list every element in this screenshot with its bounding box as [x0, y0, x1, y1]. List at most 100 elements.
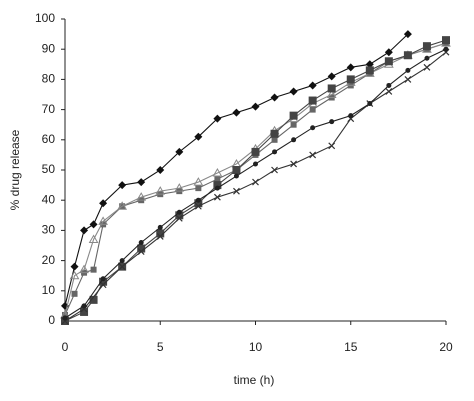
marker [326, 89, 337, 98]
marker [156, 166, 165, 174]
marker [98, 216, 108, 225]
marker [271, 166, 278, 174]
marker [117, 201, 128, 210]
marker [194, 202, 202, 210]
marker [175, 147, 184, 156]
y-tick-label: 60 [42, 132, 56, 146]
marker [403, 30, 412, 39]
marker [137, 178, 146, 187]
x-tick-label: 15 [344, 340, 358, 354]
marker [270, 93, 279, 102]
marker [214, 185, 220, 191]
marker [70, 262, 79, 271]
marker [308, 96, 317, 105]
marker [213, 114, 222, 123]
marker [89, 220, 98, 229]
y-tick-label: 40 [42, 192, 56, 206]
marker [270, 129, 279, 138]
marker [175, 211, 184, 220]
marker [80, 226, 89, 235]
marker [424, 55, 430, 61]
marker [212, 168, 223, 177]
marker [443, 46, 449, 52]
marker [404, 75, 412, 83]
marker [71, 290, 78, 297]
series-line [64, 42, 447, 316]
marker [193, 177, 204, 186]
marker [385, 88, 393, 95]
marker [365, 66, 374, 75]
marker [329, 119, 335, 125]
marker [309, 106, 316, 113]
marker [233, 187, 240, 195]
marker [251, 147, 260, 156]
marker [253, 161, 258, 167]
marker [367, 101, 373, 107]
marker [405, 67, 411, 73]
marker [272, 149, 278, 155]
marker [175, 214, 183, 222]
marker [213, 193, 221, 201]
marker [291, 137, 297, 143]
marker [155, 186, 166, 195]
x-axis-title: time (h) [234, 373, 275, 387]
marker [99, 277, 108, 286]
marker [386, 82, 392, 88]
marker [176, 209, 182, 215]
marker [99, 281, 107, 289]
marker [327, 84, 336, 93]
marker [156, 233, 164, 240]
x-tick-label: 20 [439, 340, 453, 354]
marker [157, 224, 163, 230]
marker [403, 51, 412, 60]
y-tick-label: 20 [42, 253, 56, 267]
series-line [64, 39, 447, 322]
marker [423, 63, 431, 71]
marker [384, 57, 393, 66]
marker [90, 266, 97, 273]
marker [271, 136, 278, 143]
y-tick-label: 70 [42, 102, 56, 116]
marker [100, 276, 106, 282]
marker [89, 295, 98, 304]
marker [251, 102, 260, 111]
marker [346, 63, 355, 72]
marker [308, 81, 317, 90]
marker [213, 181, 222, 190]
marker [195, 185, 202, 192]
marker [118, 263, 126, 271]
x-tick-label: 10 [249, 340, 263, 354]
marker [252, 178, 259, 186]
marker [62, 315, 68, 321]
y-tick-label: 30 [42, 223, 56, 237]
marker [156, 229, 165, 238]
marker [137, 244, 146, 253]
y-tick-label: 90 [42, 41, 56, 55]
marker [136, 192, 147, 201]
marker [346, 75, 355, 84]
marker [138, 239, 144, 245]
y-tick-label: 80 [42, 72, 56, 86]
marker [442, 36, 450, 45]
marker [233, 173, 239, 179]
marker [88, 234, 99, 243]
marker [328, 142, 336, 150]
marker [137, 248, 145, 255]
y-tick-label: 10 [42, 283, 56, 297]
marker [327, 72, 336, 81]
marker [69, 270, 80, 280]
marker [174, 183, 185, 192]
marker [310, 125, 316, 131]
marker [194, 132, 203, 141]
marker [309, 151, 317, 159]
marker [214, 176, 221, 183]
marker [79, 264, 89, 274]
marker [289, 87, 298, 96]
x-tick-label: 5 [157, 340, 164, 354]
marker [290, 160, 298, 168]
marker [99, 199, 108, 208]
marker [365, 60, 374, 69]
marker [232, 108, 241, 117]
marker [232, 166, 241, 174]
